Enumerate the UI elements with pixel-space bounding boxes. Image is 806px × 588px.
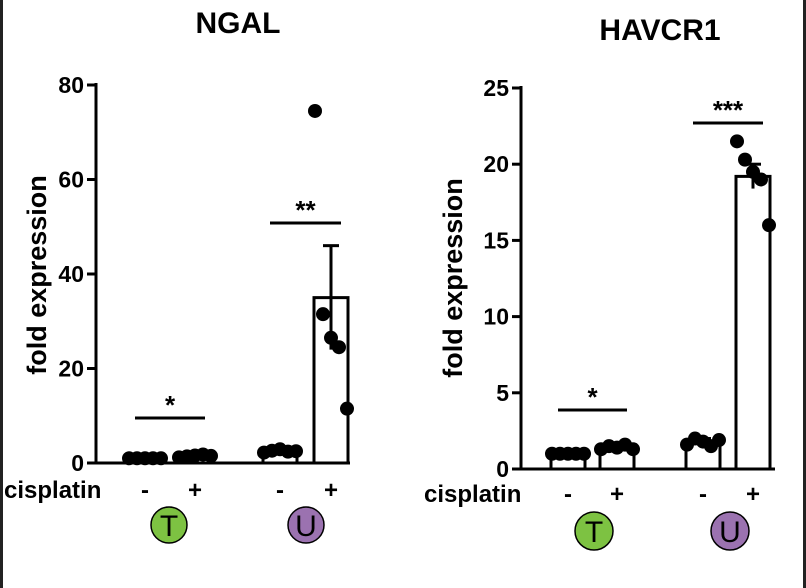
havcr1-data-point bbox=[577, 446, 591, 461]
ngal-data-point bbox=[154, 451, 168, 466]
ngal-significance-marker: ** bbox=[295, 195, 316, 225]
ngal-data-point bbox=[332, 340, 346, 355]
havcr1-y-tick-label: 20 bbox=[483, 151, 509, 177]
havcr1-data-point bbox=[712, 433, 726, 448]
havcr1-condition-label: + bbox=[610, 481, 624, 508]
ngal-data-point bbox=[204, 448, 218, 463]
ngal-panel: NGAL fold expression 0 20 40 60 80 cisplatin -… bbox=[4, 7, 354, 544]
ngal-data-point bbox=[340, 401, 354, 416]
havcr1-data-point bbox=[730, 134, 744, 149]
havcr1-condition-label: - bbox=[699, 481, 707, 508]
havcr1-y-tick-label: 5 bbox=[496, 380, 509, 406]
ngal-group-circle bbox=[287, 506, 325, 544]
right-frame-edge bbox=[803, 0, 806, 588]
ngal-significance-marker: * bbox=[165, 390, 176, 420]
havcr1-data-point bbox=[626, 442, 640, 457]
havcr1-condition-label: + bbox=[746, 481, 760, 508]
ngal-data-point bbox=[289, 444, 303, 459]
havcr1-data-point bbox=[754, 172, 768, 187]
havcr1-group-letter: U bbox=[719, 516, 741, 549]
havcr1-panel: HAVCR1 fold expression 0 5 10 15 20 25 cisplat… bbox=[424, 14, 776, 551]
ngal-title: NGAL bbox=[196, 7, 281, 40]
ngal-group-circle bbox=[150, 506, 188, 544]
havcr1-group-circle bbox=[710, 511, 750, 551]
ngal-condition-label: - bbox=[141, 477, 149, 504]
ngal-group-letter: U bbox=[295, 510, 317, 543]
ngal-y-tick-label: 20 bbox=[58, 356, 84, 382]
ngal-cisplatin-label: cisplatin bbox=[4, 477, 101, 504]
havcr1-y-tick-label: 0 bbox=[496, 456, 509, 482]
ngal-data-point bbox=[308, 103, 322, 118]
havcr1-data-point bbox=[762, 218, 776, 233]
ngal-y-tick-label: 80 bbox=[58, 72, 84, 98]
ngal-y-tick-label: 60 bbox=[58, 167, 84, 193]
havcr1-y-axis-label: fold expression bbox=[438, 178, 468, 378]
ngal-condition-label: + bbox=[324, 477, 338, 504]
havcr1-cisplatin-label: cisplatin bbox=[424, 481, 521, 508]
havcr1-significance-marker: * bbox=[587, 382, 598, 412]
havcr1-group-letter: T bbox=[585, 516, 603, 549]
left-frame-edge bbox=[0, 0, 3, 588]
ngal-y-axis-label: fold expression bbox=[22, 175, 52, 375]
ngal-data-point bbox=[324, 330, 338, 345]
havcr1-y-tick-label: 10 bbox=[483, 304, 509, 330]
ngal-y-tick-label: 40 bbox=[58, 261, 84, 287]
ngal-y-tick-label: 0 bbox=[71, 450, 84, 476]
havcr1-title: HAVCR1 bbox=[599, 14, 720, 47]
ngal-group-letter: T bbox=[160, 510, 178, 543]
havcr1-data-point bbox=[738, 152, 752, 167]
ngal-condition-label: + bbox=[188, 477, 202, 504]
havcr1-condition-label: - bbox=[564, 481, 572, 508]
havcr1-significance-marker: *** bbox=[713, 95, 744, 125]
havcr1-group-circle bbox=[574, 511, 614, 551]
ngal-condition-label: - bbox=[276, 477, 284, 504]
ngal-data-point bbox=[316, 307, 330, 322]
havcr1-y-tick-label: 15 bbox=[483, 227, 509, 253]
havcr1-y-tick-label: 25 bbox=[483, 75, 509, 101]
